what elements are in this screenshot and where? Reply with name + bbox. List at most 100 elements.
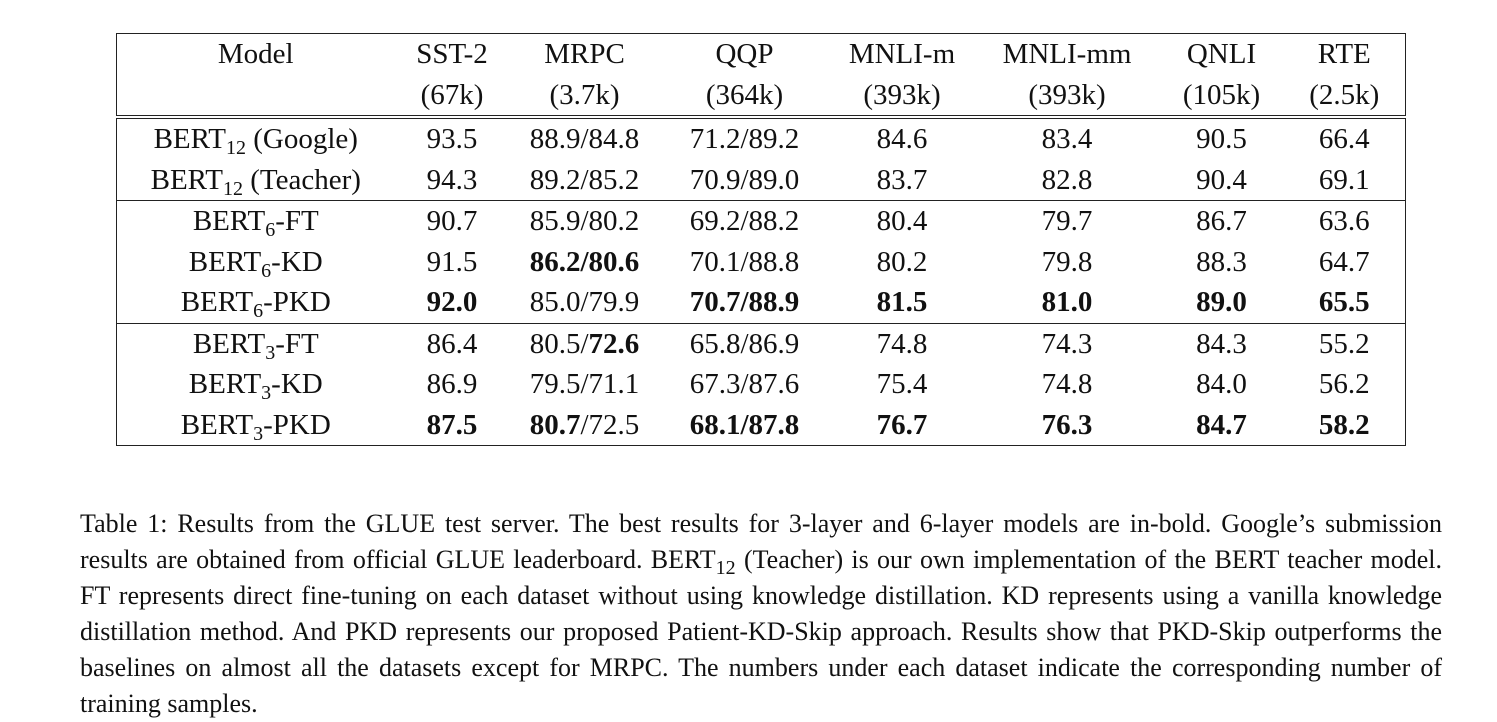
model-layers: 6 (253, 300, 264, 322)
score-cell: 71.2/89.2 (659, 115, 830, 160)
score-value: 91.5 (426, 245, 478, 278)
model-name: BERT (180, 408, 254, 441)
score-cell: 83.4 (974, 115, 1160, 160)
model-variant: -PKD (263, 408, 331, 441)
column-header: QNLI (1159, 33, 1284, 75)
model-name: BERT (150, 163, 223, 196)
model-layers: 3 (253, 422, 264, 445)
score-value: 83.4 (1041, 123, 1093, 155)
score-value: 67.3/87.6 (689, 368, 800, 400)
score-cell: 79.8 (975, 242, 1160, 283)
score-value: 55.2 (1318, 327, 1370, 360)
model-name-cell: BERT6-KD (116, 241, 395, 282)
score-value: 86.7 (1196, 205, 1247, 237)
score-value: 89.2/85.2 (529, 163, 640, 196)
column-header: RTE (1283, 33, 1406, 75)
column-header: Model (116, 33, 395, 75)
model-name-cell: BERT12 (Teacher) (116, 159, 395, 201)
table-row: BERT6-FT 90.7 85.9/80.2 69.2/88.2 80.4 79.7 86… (116, 200, 1406, 242)
score-value: 74.3 (1041, 327, 1093, 360)
score-value: 65.5 (1318, 286, 1370, 318)
score-cell: 79.5/71.1 (510, 364, 660, 405)
score-cell: 67.3/87.6 (660, 364, 830, 405)
model-name: BERT (192, 327, 266, 360)
score-cell: 65.5 (1283, 282, 1406, 323)
score-cell: 81.5 (830, 282, 975, 323)
caption-text-end: (Teacher) is our own implementation of t… (80, 545, 1442, 718)
score-cell: 68.1/87.8 (659, 404, 830, 446)
score-cell: 76.7 (829, 404, 975, 446)
model-name-cell: BERT3-FT (116, 322, 395, 364)
score-value: 83.7 (876, 163, 928, 196)
column-size: (393k) (863, 78, 941, 111)
score-value: 75.4 (876, 368, 928, 400)
model-variant: (Google) (245, 123, 358, 155)
score-cell: 90.4 (1160, 160, 1284, 201)
score-cell: 58.2 (1283, 404, 1406, 446)
score-value: 85.9/80.2 (529, 205, 640, 237)
score-value: 84.6 (876, 123, 928, 155)
table-row: BERT6-KD 91.5 86.2/80.6 70.1/88.8 80.2 79.8 88… (116, 241, 1406, 283)
model-variant: (Teacher) (242, 163, 361, 196)
table-caption: Table 1: Results from the GLUE test serv… (80, 506, 1442, 722)
column-size: (2.5k) (1283, 74, 1406, 117)
score-cell: 76.3 (974, 404, 1160, 446)
score-cell: 74.3 (974, 322, 1160, 364)
score-cell: 91.5 (395, 242, 510, 283)
table-row: BERT6-PKD 92.0 85.0/79.9 70.7/88.9 81.5 81.0 8… (116, 282, 1406, 323)
column-size: (364k) (705, 78, 784, 111)
score-cell: 70.7/88.9 (660, 282, 830, 323)
score-cell: 84.7 (1159, 404, 1284, 446)
score-cell: 79.7 (974, 200, 1160, 242)
score-cell: 89.2/85.2 (510, 160, 660, 201)
column-header: SST-2 (394, 33, 510, 75)
column-header: MRPC (509, 33, 660, 75)
model-variant: -PKD (263, 286, 331, 318)
score-value: 84.3 (1196, 327, 1247, 360)
model-variant: -FT (275, 205, 319, 237)
score-value: 93.5 (426, 123, 478, 155)
score-part: 80.5/ (529, 327, 589, 360)
model-layers: 3 (261, 382, 272, 404)
score-value: 86.9 (426, 368, 478, 400)
table-row: BERT3-PKD 87.5 80.7/72.5 68.1/87.8 76.7 76.3 8… (116, 404, 1406, 446)
score-value: 71.2/89.2 (689, 123, 800, 155)
header-row-names: Model SST-2 MRPC QQP MNLI-m MNLI-mm QNLI RTE (116, 33, 1406, 75)
score-value: 94.3 (426, 163, 478, 196)
score-cell: 85.9/80.2 (509, 200, 660, 242)
column-size: (3.7k) (549, 78, 620, 111)
score-value: 74.8 (876, 327, 928, 360)
score-part: /72.5 (580, 408, 640, 441)
score-cell: 63.6 (1283, 200, 1406, 242)
score-cell: 86.9 (395, 364, 510, 405)
model-layers: 12 (222, 177, 243, 200)
score-value: 70.1/88.8 (689, 245, 800, 278)
results-table-body: Model SST-2 MRPC QQP MNLI-m MNLI-mm QNLI RTE (67… (116, 33, 1406, 446)
score-value: 69.2/88.2 (689, 205, 800, 237)
score-value: 86.2/80.6 (529, 245, 640, 278)
model-name: BERT (180, 286, 254, 318)
score-cell: 81.0 (975, 282, 1160, 323)
score-value: 79.8 (1041, 245, 1093, 278)
model-variant: -KD (271, 368, 323, 400)
score-cell: 88.3 (1160, 242, 1284, 283)
score-cell: 65.8/86.9 (659, 322, 830, 364)
score-value: 92.0 (426, 286, 478, 318)
score-cell: 75.4 (830, 364, 975, 405)
score-value: 90.5 (1196, 123, 1247, 155)
results-table-container: Model SST-2 MRPC QQP MNLI-m MNLI-mm QNLI RTE (67… (116, 33, 1406, 446)
column-size: (393k) (1028, 78, 1106, 111)
column-size: (105k) (1182, 78, 1261, 111)
score-value: 87.5 (426, 408, 478, 441)
score-value: 76.3 (1041, 408, 1093, 441)
score-cell: 83.7 (830, 160, 975, 201)
score-value: 89.0 (1196, 286, 1247, 318)
score-cell: 92.0 (395, 282, 510, 323)
score-value: 65.8/86.9 (689, 327, 800, 360)
header-row-sizes: (67k) (3.7k) (364k) (393k) (393k) (105k) (2.5k… (116, 74, 1406, 117)
model-name-cell: BERT3-PKD (116, 404, 395, 446)
score-value: 64.7 (1318, 245, 1370, 278)
score-cell: 69.2/88.2 (659, 200, 830, 242)
score-cell: 70.9/89.0 (660, 160, 830, 201)
score-cell: 86.4 (394, 322, 510, 364)
